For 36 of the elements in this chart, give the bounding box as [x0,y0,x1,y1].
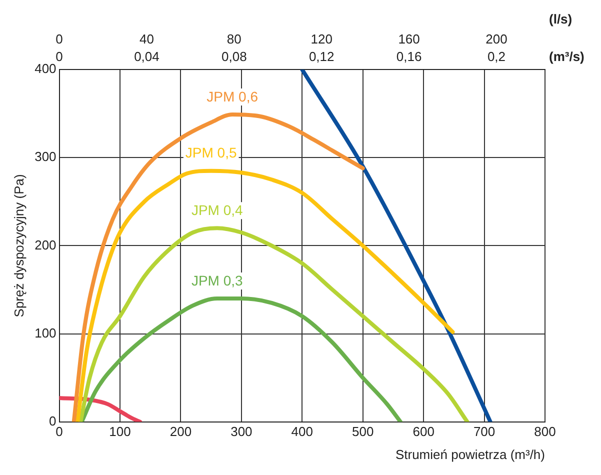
series-label: JPM 0,5 [185,144,237,161]
line-series [80,296,402,422]
series-label: JPM 0,4 [191,202,244,218]
line-series [76,168,455,422]
x2-tick-label: 80 [226,31,242,46]
y-tick-label: 100 [34,325,56,340]
line-series [72,112,365,422]
y-axis-title: Spręż dyspozycyjny (Pa) [11,174,26,318]
y-tick-label: 300 [34,149,56,164]
x-tick-label: 700 [473,424,496,440]
x-tick-label: 100 [109,424,131,440]
x-tick-label: 800 [534,424,556,440]
x-tick-label: 200 [170,424,192,440]
x-tick-label: 600 [412,424,434,440]
x-axis-title: Strumień powietrza (m³/h) [395,446,545,462]
text: 0,16 [396,49,422,64]
text: 0,04 [134,49,160,64]
y-tick-label: 400 [34,61,56,76]
text: 0,12 [308,49,334,64]
text: 0,2 [487,49,506,64]
line-series [300,70,492,422]
series-label: JPM 0,6 [206,88,258,104]
x2-tick-label: 200 [486,31,508,46]
y-tick-label: 200 [34,237,56,252]
x2-tick-label: 120 [310,31,332,46]
x-tick-label: 400 [291,424,313,440]
y-tick-label: 0 [49,413,56,428]
x2-tick-label: 40 [139,31,154,46]
x-tick-label: 300 [230,424,252,440]
x-tick-label: 500 [352,424,374,440]
text: (m³/s) [549,49,584,64]
x2-axis-title: (l/s) [549,12,572,27]
line-series [78,226,470,422]
series-label: JPM 0,3 [191,272,244,288]
text: 0,08 [222,49,247,64]
x2-tick-label: 160 [398,31,420,46]
